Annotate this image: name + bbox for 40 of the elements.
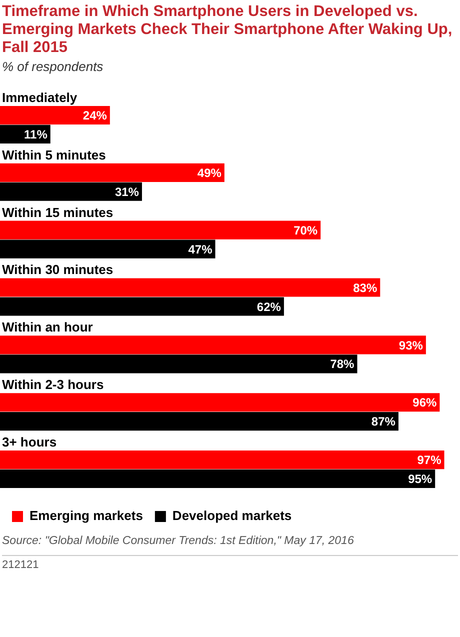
- data-label: 70%: [294, 223, 318, 238]
- bar: [0, 182, 142, 201]
- data-label: 31%: [114, 184, 140, 199]
- bar: [0, 240, 216, 258]
- data-label: 62%: [256, 300, 282, 314]
- bar: [0, 297, 284, 316]
- y-tick-label: Within 2-3 hours: [2, 377, 104, 392]
- y-tick-label: 3+ hours: [2, 434, 57, 450]
- bar: [0, 278, 380, 297]
- data-label: 83%: [353, 280, 378, 295]
- y-tick-label: Within 5 minutes: [2, 147, 106, 162]
- bar: [0, 450, 444, 470]
- bar: [0, 412, 398, 431]
- bar: [0, 163, 224, 182]
- bar: [0, 220, 321, 240]
- data-label: 97%: [417, 453, 442, 468]
- data-label: 78%: [330, 357, 355, 372]
- chart-title: Timeframe in Which Smartphone Users in Developed vs. Emerging Markets Check Their Smartphone After Waking Up, Fall 2015: [2, 3, 454, 57]
- legend-label: Developed markets: [172, 508, 292, 524]
- bar: [0, 106, 110, 125]
- y-tick-label: Immediately: [2, 90, 78, 105]
- bar: [0, 354, 358, 374]
- source-note: Source: "Global Mobile Consumer Trends: 1st Edition," May 17, 2016: [2, 535, 355, 547]
- bar: [0, 336, 426, 354]
- legend-label: Emerging markets: [30, 508, 143, 524]
- data-label: 95%: [408, 472, 432, 486]
- y-tick-label: Within 15 minutes: [2, 204, 114, 220]
- y-tick-label: Within 30 minutes: [2, 262, 114, 278]
- data-label: 47%: [188, 242, 213, 256]
- bar: [0, 469, 436, 488]
- bar: [0, 393, 440, 412]
- data-label: 87%: [371, 414, 396, 429]
- y-tick-label: Within an hour: [2, 320, 93, 335]
- data-label: 93%: [398, 338, 424, 352]
- data-label: 24%: [82, 108, 108, 123]
- data-label: 11%: [24, 128, 48, 142]
- data-label: 49%: [197, 166, 222, 180]
- data-label: 96%: [412, 396, 437, 410]
- chart-subtitle: % of respondents: [2, 59, 104, 74]
- text: 212121: [2, 555, 458, 571]
